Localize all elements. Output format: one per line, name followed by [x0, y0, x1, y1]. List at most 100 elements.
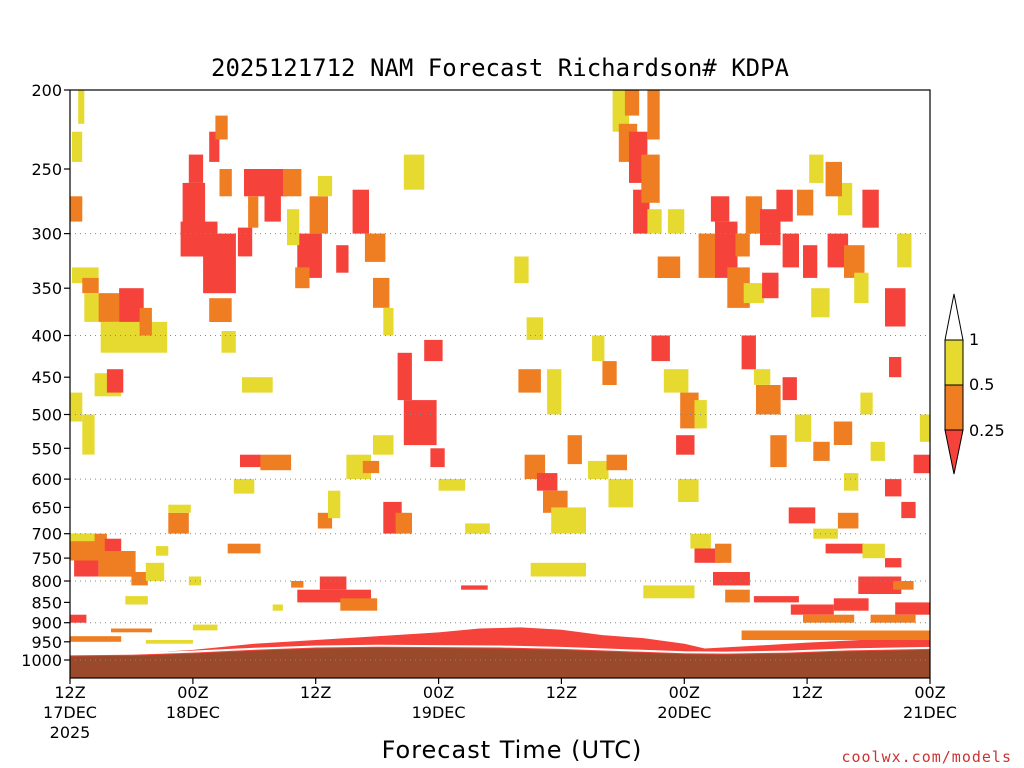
ri-patch-yellow	[317, 176, 333, 197]
x-tick-year: 2025	[50, 723, 91, 742]
ri-patch-yellow	[592, 335, 605, 362]
ri-patch-yellow	[667, 209, 685, 234]
y-tick-label: 800	[31, 572, 62, 591]
ri-patch-orange	[373, 277, 390, 308]
colorbar-label: 1	[969, 330, 979, 349]
y-axis: 200 250 300 350 400 450 500 550 600 650 700 750 800 8…	[21, 81, 70, 670]
ground-below-surface	[70, 647, 930, 678]
ri-patch-red	[651, 335, 670, 362]
ri-patch-yellow	[221, 331, 236, 353]
x-tick-time: 12Z	[300, 683, 331, 702]
ri-patch-yellow	[870, 441, 885, 461]
ri-patch-red	[741, 335, 756, 370]
chart-title: 2025121712 NAM Forecast Richardson# KDPA	[211, 54, 790, 82]
ri-patch-red	[790, 604, 834, 615]
ri-patch-orange	[698, 233, 717, 278]
ri-patch-red	[825, 543, 865, 554]
ri-patch-yellow	[145, 640, 193, 644]
x-axis-label: Forecast Time (UTC)	[382, 736, 643, 764]
ri-patch-yellow	[647, 209, 662, 234]
ri-patch-yellow	[678, 479, 699, 502]
ri-patch-orange	[715, 543, 732, 563]
x-tick-time: 00Z	[423, 683, 454, 702]
ri-patch-orange	[567, 435, 582, 465]
ri-patch-yellow	[753, 369, 771, 385]
ri-patch-red	[885, 558, 902, 568]
ri-patch-red	[119, 288, 144, 327]
gridlines	[70, 233, 930, 661]
ri-patch-yellow	[530, 562, 586, 577]
ri-patch-orange	[680, 392, 699, 429]
ri-patch-red	[776, 189, 793, 222]
ri-patch-red	[694, 548, 722, 563]
ri-patch-orange	[248, 196, 259, 228]
colorbar-label: 0.5	[969, 375, 994, 394]
ri-patch-yellow	[70, 533, 95, 542]
ri-patch-orange	[813, 441, 830, 461]
ri-patch-orange	[227, 543, 261, 554]
ri-patch-yellow	[82, 414, 95, 455]
ri-patch-yellow	[919, 414, 930, 442]
ri-patch-orange	[647, 90, 660, 140]
ri-patch-yellow	[663, 369, 689, 393]
ri-patch-red	[104, 538, 122, 551]
ri-patch-orange	[98, 293, 120, 322]
ri-patch-yellow	[809, 154, 824, 183]
ri-patch-orange	[168, 512, 189, 534]
ri-patch-orange	[602, 361, 617, 385]
ri-patch-orange	[837, 512, 859, 529]
ri-patch-yellow	[588, 460, 609, 480]
ri-patch-red	[833, 598, 869, 611]
ri-patch-orange	[641, 154, 660, 203]
plot-frame	[69, 89, 931, 679]
ri-patch-orange	[870, 614, 916, 623]
ri-patch-red	[760, 209, 781, 246]
ri-patch-red	[895, 602, 930, 615]
ri-patch-yellow	[242, 377, 273, 393]
y-tick-label: 400	[31, 327, 62, 346]
ri-patch-orange	[741, 630, 930, 640]
x-tick-time: 00Z	[914, 683, 945, 702]
ri-patch-yellow	[794, 414, 812, 442]
ri-patch-orange	[518, 369, 541, 393]
ri-patch-red	[782, 377, 797, 401]
ri-patch-red	[889, 357, 902, 378]
ri-patch-red	[203, 233, 236, 294]
ri-patch-orange	[735, 233, 750, 257]
ri-patch-orange	[70, 636, 122, 642]
ri-patch-yellow	[526, 317, 543, 340]
ri-patch-red	[885, 288, 906, 327]
y-tick-label: 350	[31, 279, 62, 298]
ri-patch-orange	[291, 581, 304, 588]
ri-patch-orange	[395, 512, 412, 534]
ri-patch-orange	[756, 385, 781, 415]
ri-patch-yellow	[156, 546, 169, 556]
ri-patch-red	[788, 507, 816, 524]
ri-patch-yellow	[100, 321, 168, 353]
ri-patch-yellow	[860, 392, 873, 415]
ri-patch-orange	[295, 267, 310, 289]
ri-patch-red	[827, 233, 849, 268]
ri-patch-yellow	[383, 307, 394, 336]
plot-area	[69, 90, 931, 678]
ri-patch-red	[264, 189, 281, 222]
ri-patch-yellow	[403, 154, 425, 190]
y-tick-label: 250	[31, 160, 62, 179]
ri-patch-red	[74, 560, 99, 577]
ri-patch-yellow	[811, 288, 830, 318]
x-tick-time: 00Z	[177, 683, 208, 702]
ri-patch-orange	[844, 245, 865, 278]
x-tick-time: 12Z	[546, 683, 577, 702]
ri-patch-orange	[209, 298, 232, 322]
colorbar: 1 0.5 0.25	[944, 293, 1005, 475]
ri-patch-yellow	[854, 272, 869, 304]
ri-patch-red	[536, 473, 558, 491]
y-tick-label: 1000	[21, 651, 62, 670]
ri-patch-yellow	[514, 256, 529, 284]
colorbar-bin-orange	[944, 384, 964, 431]
surface-white-line	[69, 644, 931, 656]
y-tick-label: 900	[31, 614, 62, 633]
ri-patch-yellow	[862, 543, 885, 559]
ri-patch-red	[397, 352, 412, 401]
ri-patch-red	[913, 454, 930, 474]
